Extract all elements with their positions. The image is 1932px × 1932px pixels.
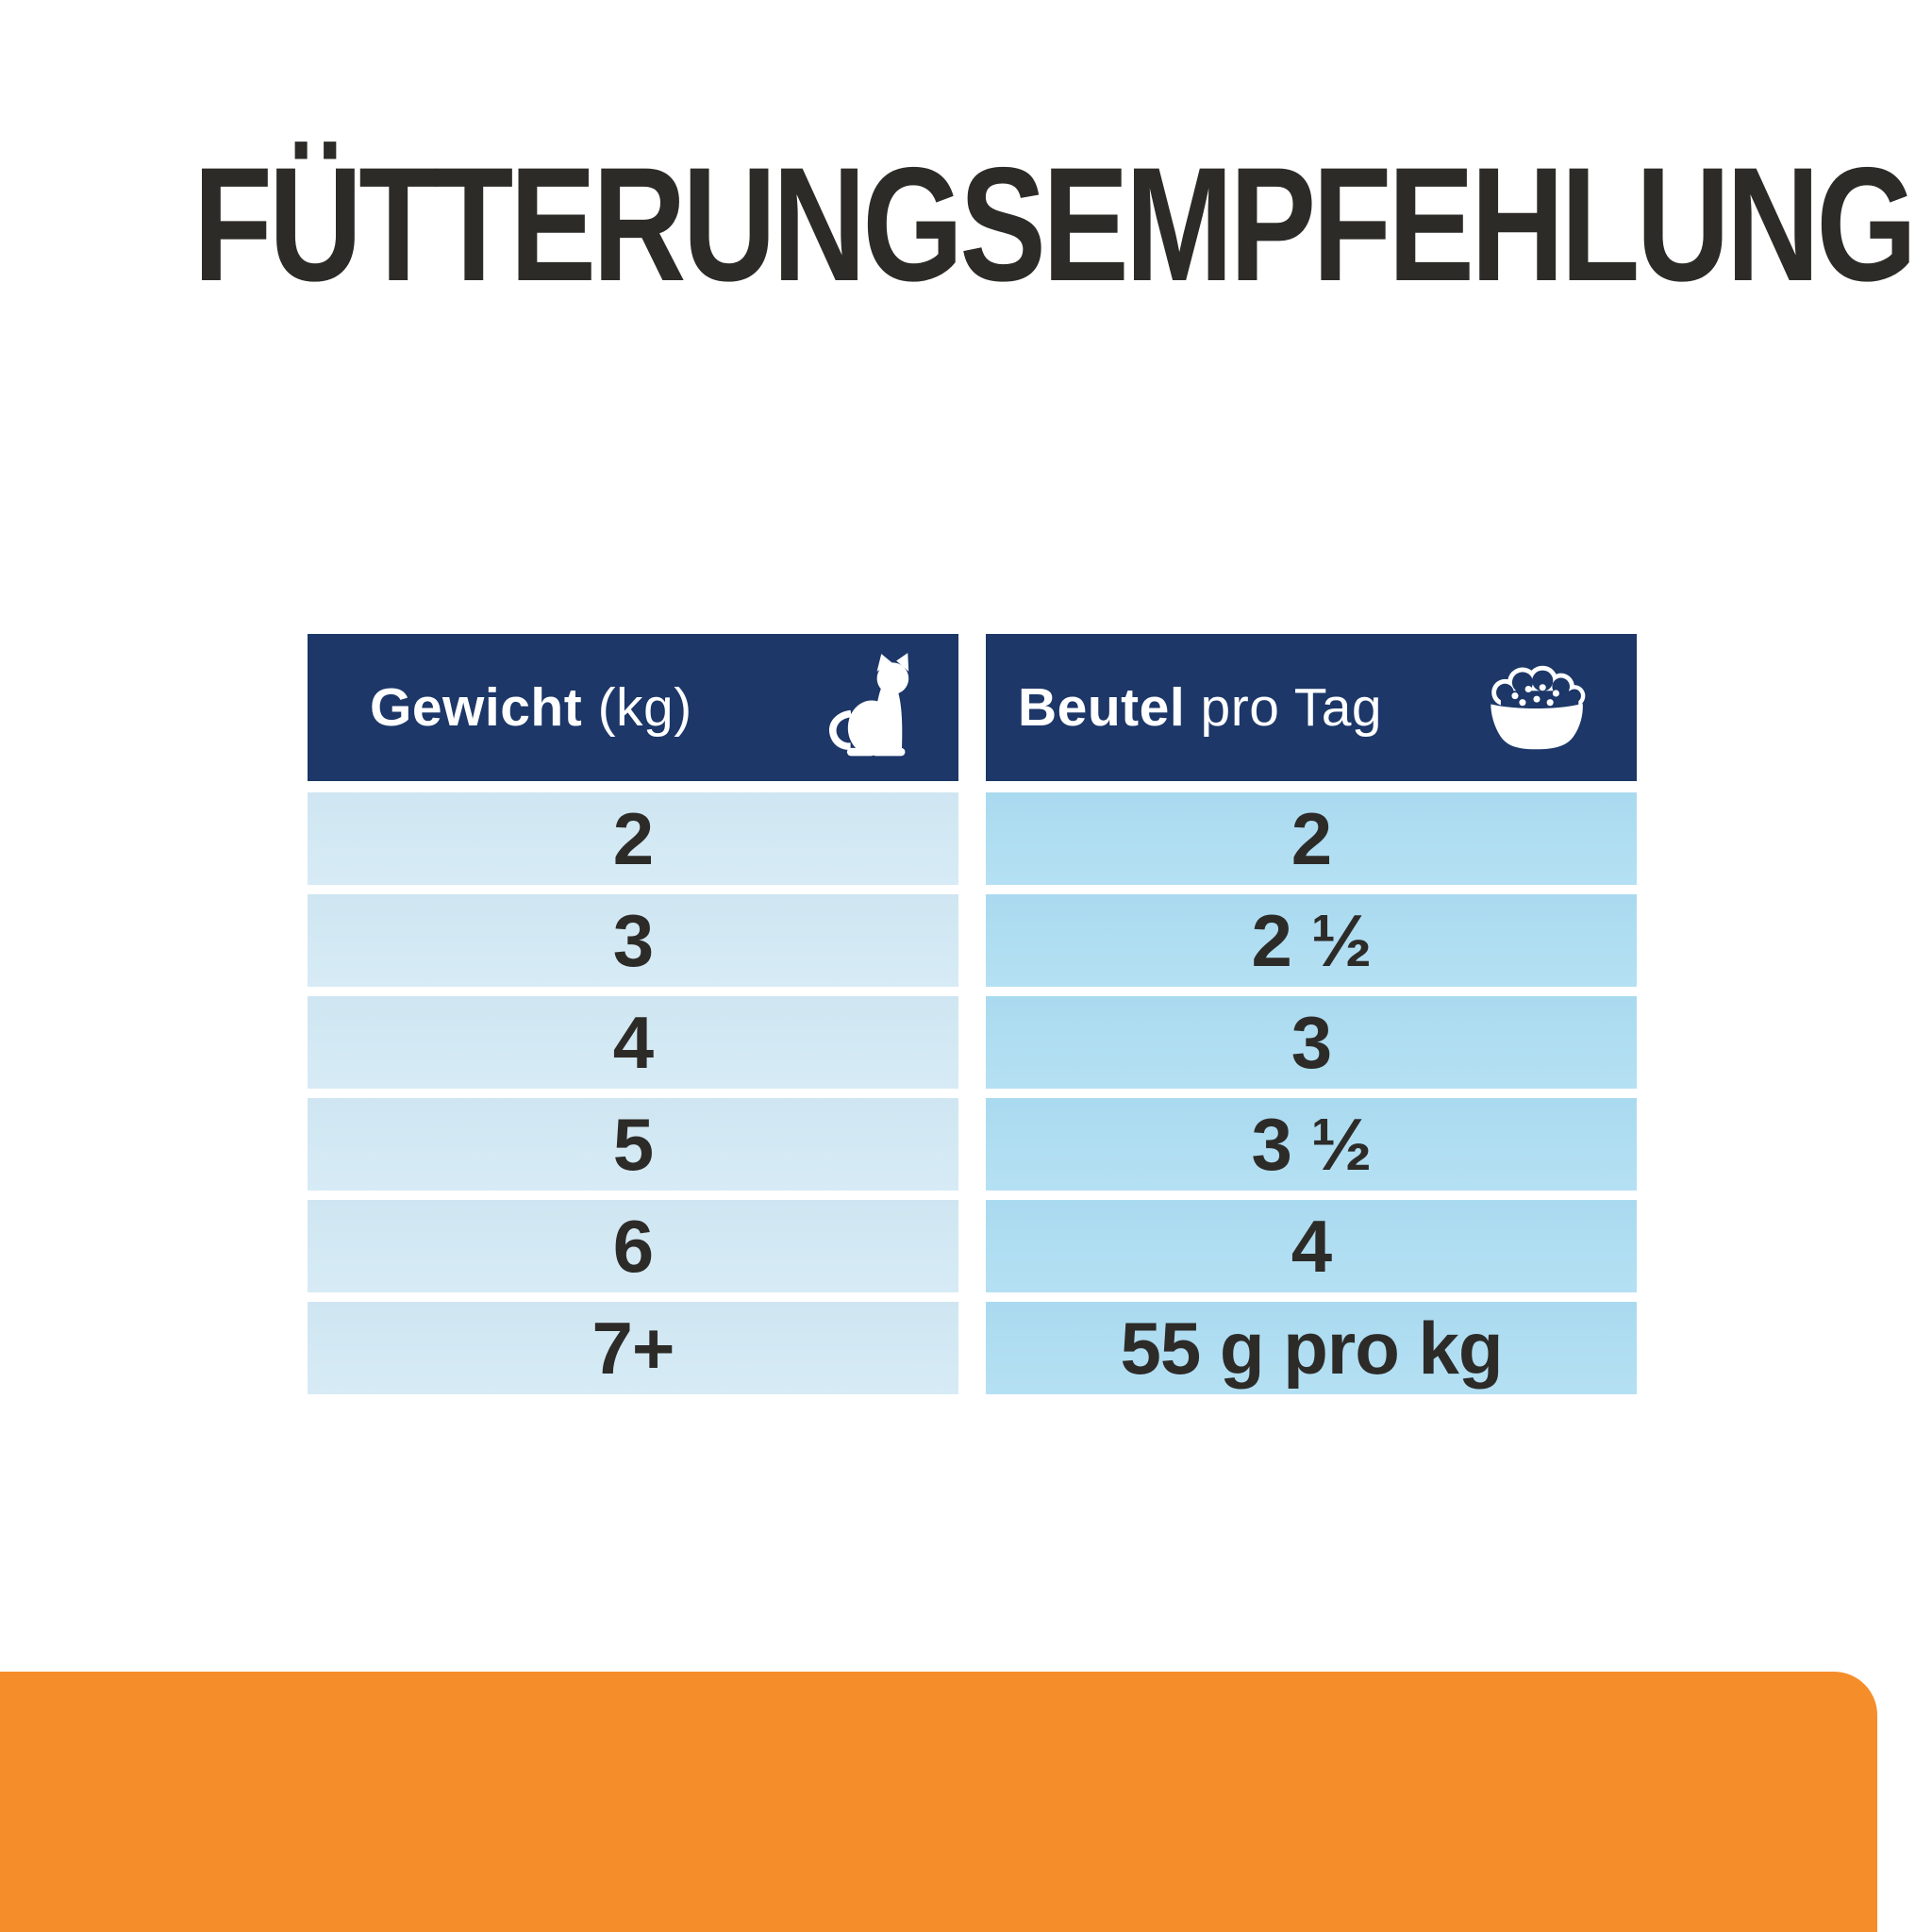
table-cell-weight: 7+ [308,1302,958,1394]
table-cell-weight: 4 [308,996,958,1089]
table-cell-weight: 5 [308,1098,958,1191]
table-cell-amount: 2 [986,792,1637,885]
table-cell-amount: 3 ½ [986,1098,1637,1191]
food-bowl-icon [1478,660,1595,755]
orange-footer-band [0,1672,1877,1932]
table-cell-amount: 3 [986,996,1637,1089]
table-cell-amount: 55 g pro kg [986,1302,1637,1394]
cat-icon [819,652,924,763]
amount-column-header: Beutel pro Tag [986,634,1637,781]
amount-header-label: Beutel pro Tag [1018,676,1382,739]
table-cell-weight: 6 [308,1200,958,1292]
amount-header-label-light: pro Tag [1200,677,1383,738]
amount-header-label-bold: Beutel [1018,677,1186,738]
weight-column-header: Gewicht (kg) [308,634,958,781]
table-cell-weight: 2 [308,792,958,885]
weight-header-label: Gewicht (kg) [370,676,692,739]
weight-header-label-light: (kg) [597,677,692,738]
table-cell-amount: 4 [986,1200,1637,1292]
weight-header-label-bold: Gewicht [370,677,583,738]
page-title: FÜTTERUNGSEMPFEHLUNG [192,134,1917,315]
table-cell-weight: 3 [308,894,958,987]
table-cell-amount: 2 ½ [986,894,1637,987]
amount-column: Beutel pro Tag [986,634,1637,1394]
weight-column: Gewicht (kg) 2 3 4 5 [308,634,958,1394]
